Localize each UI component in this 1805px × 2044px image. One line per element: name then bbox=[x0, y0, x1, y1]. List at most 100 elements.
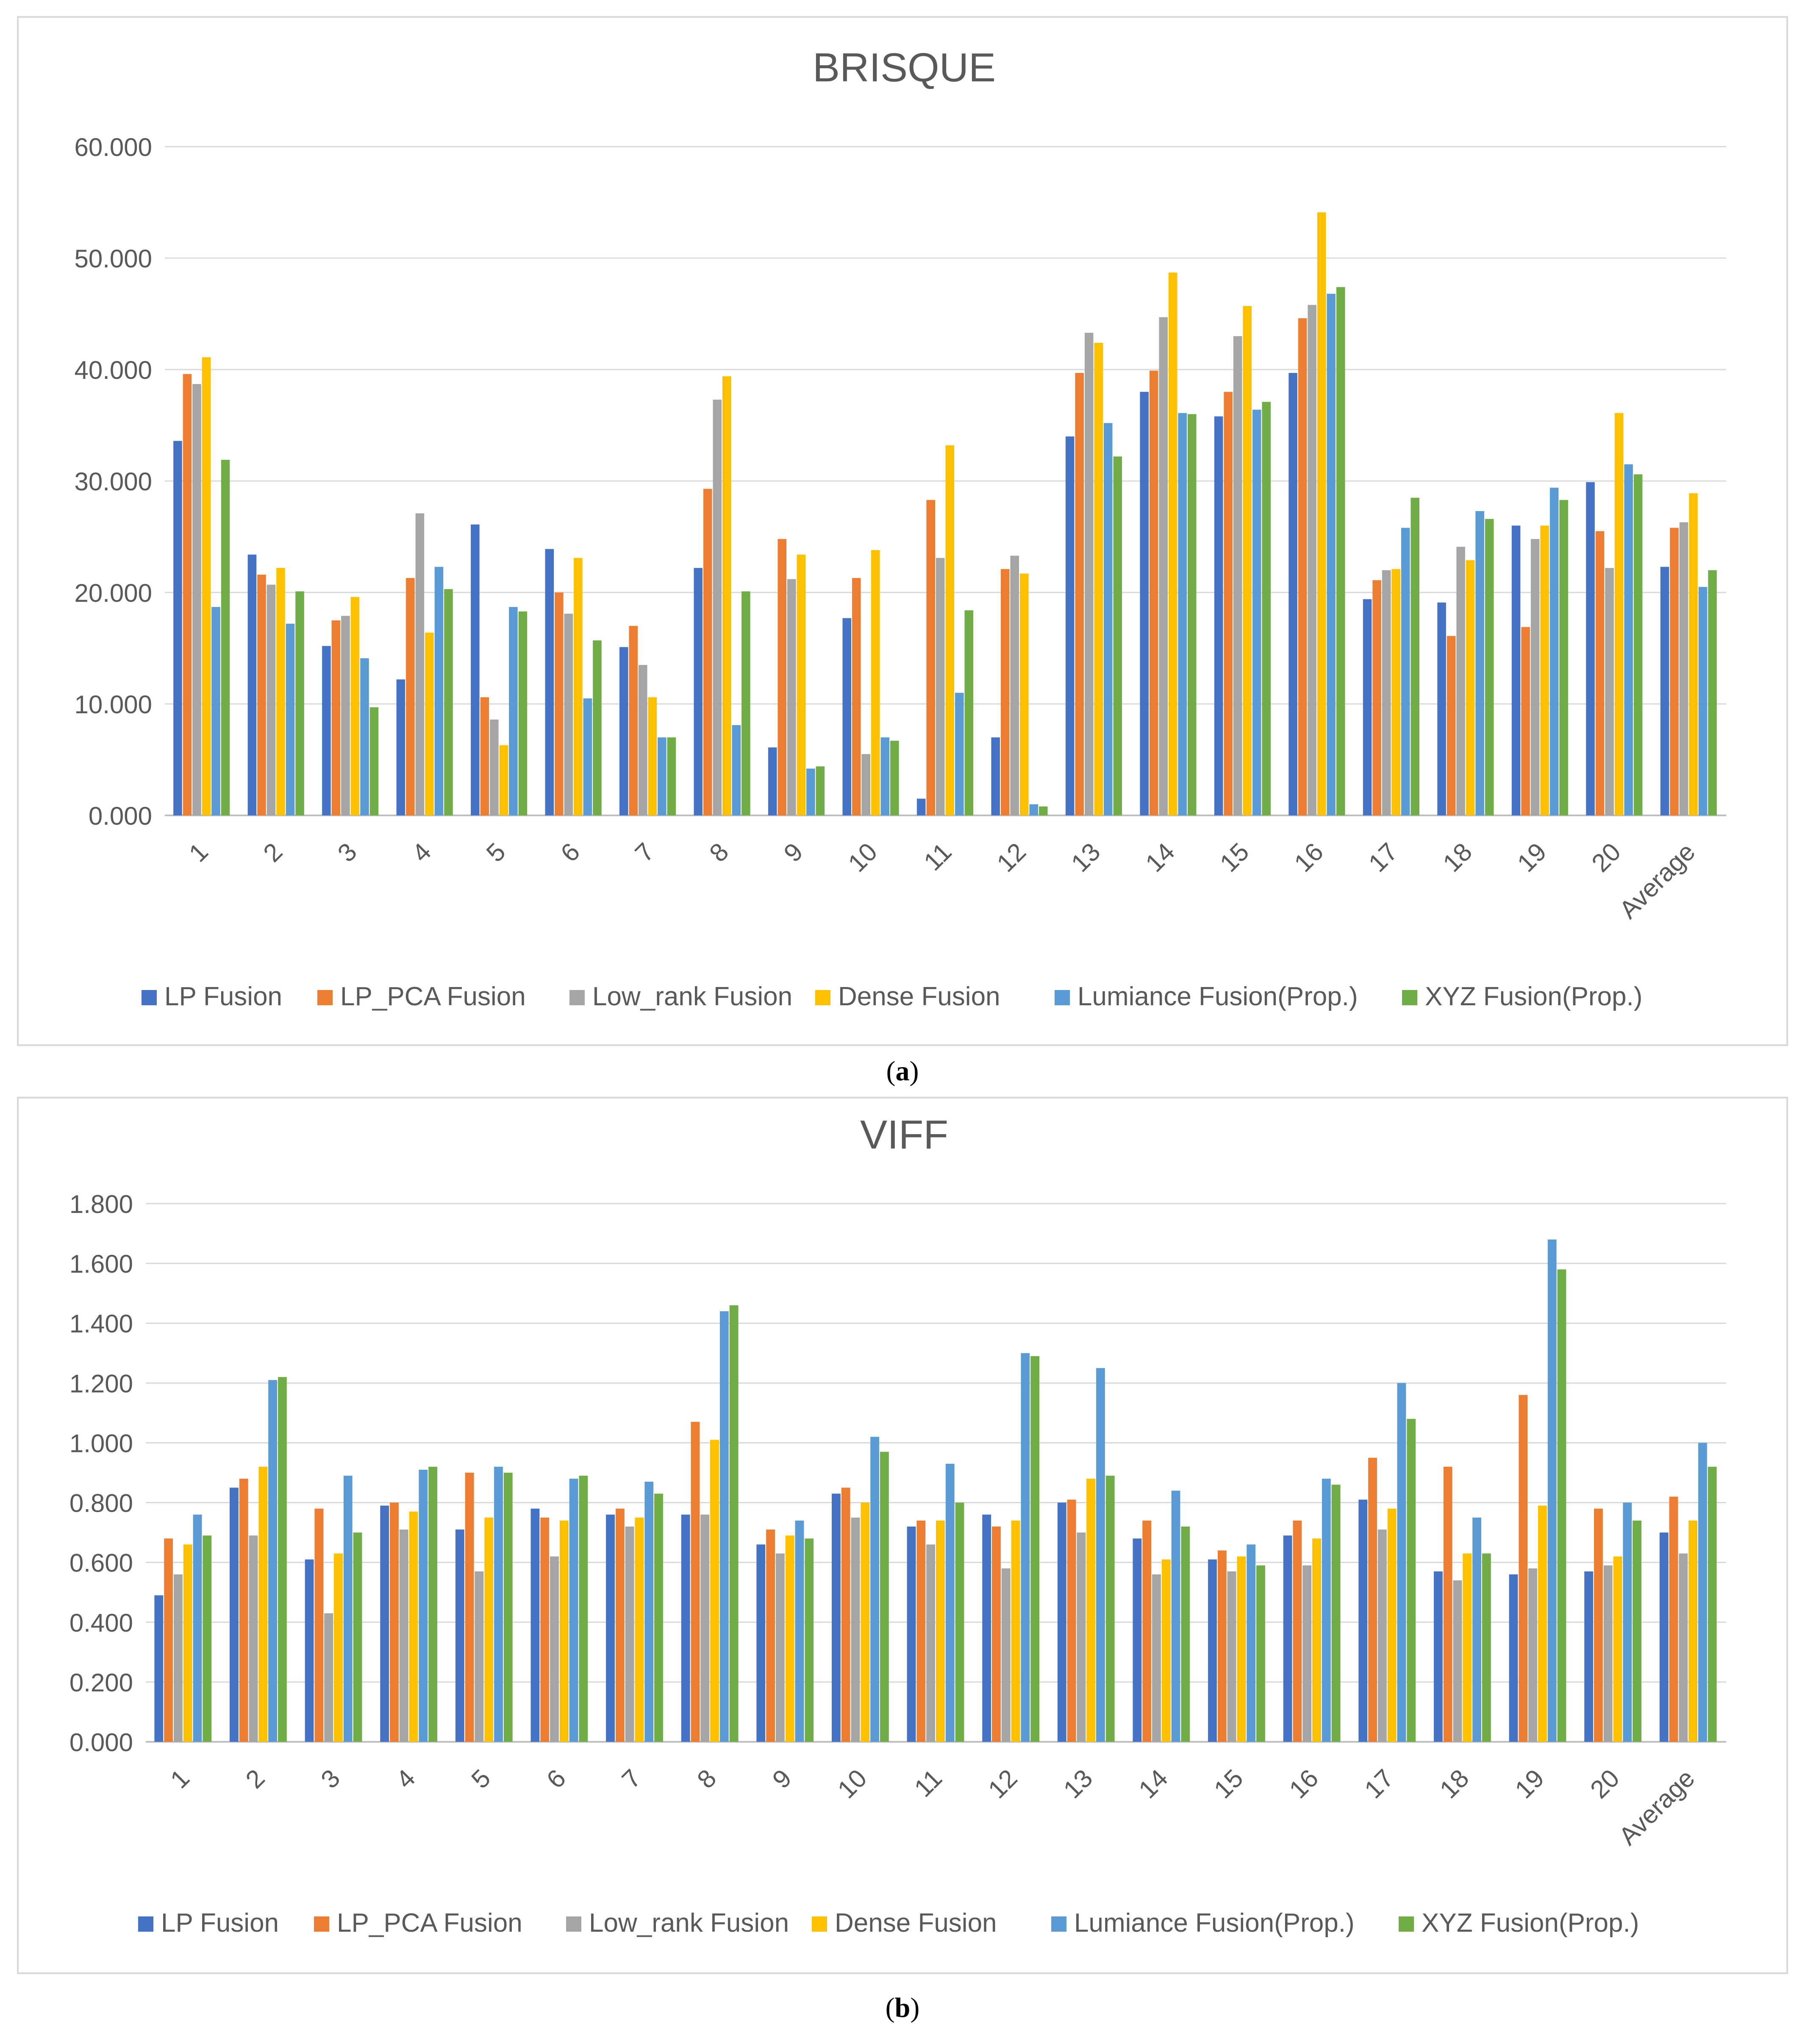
viff-bar-3-s4 bbox=[343, 1476, 353, 1742]
brisque-bar-2-s5 bbox=[295, 591, 304, 815]
brisque-bar-11-s1 bbox=[926, 500, 935, 815]
brisque-bar-19-s4 bbox=[1550, 487, 1559, 815]
viff-bar-15-s2 bbox=[1227, 1571, 1236, 1742]
viff-bar-5-s3 bbox=[484, 1517, 494, 1742]
viff-bar-9-s1 bbox=[766, 1530, 775, 1742]
brisque-legend-label-2: Low_rank Fusion bbox=[592, 982, 792, 1011]
brisque-bar-19-s3 bbox=[1540, 526, 1549, 815]
viff-bar-19-s1 bbox=[1519, 1395, 1528, 1742]
brisque-bar-17-s1 bbox=[1372, 580, 1381, 815]
viff-bar-7-s3 bbox=[635, 1517, 644, 1742]
viff-x-tick-label-7: 7 bbox=[616, 1764, 647, 1794]
brisque-bar-8-s0 bbox=[694, 568, 703, 815]
brisque-bar-11-s4 bbox=[955, 692, 964, 815]
brisque-bar-15-s0 bbox=[1214, 416, 1223, 815]
viff-bar-15-s0 bbox=[1208, 1559, 1217, 1742]
brisque-bar-5-s3 bbox=[499, 745, 508, 815]
viff-bar-10-s3 bbox=[861, 1502, 870, 1742]
viff-y-tick-label-9: 1.800 bbox=[69, 1190, 133, 1218]
brisque-bar-12-s5 bbox=[1039, 806, 1048, 815]
brisque-bar-14-s2 bbox=[1159, 317, 1168, 815]
brisque-bar-7-s5 bbox=[667, 737, 676, 815]
viff-bar-16-s5 bbox=[1331, 1485, 1341, 1742]
viff-x-tick-label-20: 20 bbox=[1585, 1764, 1625, 1804]
viff-legend-swatch-5 bbox=[1399, 1916, 1414, 1932]
viff-bar-12-s2 bbox=[1001, 1568, 1011, 1742]
viff-bar-1-s3 bbox=[183, 1544, 192, 1742]
brisque-bar-6-s0 bbox=[545, 549, 554, 815]
caption-b: (b) bbox=[885, 1992, 920, 2023]
viff-y-tick-label-0: 0.000 bbox=[69, 1728, 133, 1757]
brisque-bar-13-s1 bbox=[1075, 373, 1084, 815]
chart-panel-brisque: BRISQUE 0.000 10.000 20.000 30.000 40.000 50.0… bbox=[17, 16, 1788, 1046]
brisque-bar-1-s3 bbox=[202, 357, 211, 815]
brisque-bar-9-s1 bbox=[778, 539, 787, 815]
viff-bar-16-s1 bbox=[1293, 1520, 1302, 1742]
brisque-bar-Average-s1 bbox=[1670, 528, 1679, 815]
viff-legend-label-1: LP_PCA Fusion bbox=[337, 1908, 522, 1938]
brisque-bar-5-s4 bbox=[509, 607, 518, 815]
viff-bar-13-s0 bbox=[1057, 1502, 1066, 1742]
brisque-x-tick-label-15: 15 bbox=[1214, 837, 1255, 878]
brisque-x-tick-label-2: 2 bbox=[258, 837, 288, 868]
viff-bar-Average-s2 bbox=[1679, 1553, 1688, 1742]
brisque-x-tick-label-4: 4 bbox=[406, 837, 436, 868]
brisque-legend-label-5: XYZ Fusion(Prop.) bbox=[1425, 982, 1642, 1011]
brisque-x-tick-label-20: 20 bbox=[1586, 837, 1626, 878]
viff-legend-swatch-0 bbox=[138, 1916, 153, 1932]
brisque-bar-2-s3 bbox=[276, 568, 285, 815]
brisque-bar-11-s5 bbox=[964, 610, 974, 815]
viff-y-tick-label-7: 1.400 bbox=[69, 1310, 133, 1338]
viff-bar-4-s0 bbox=[380, 1505, 389, 1742]
viff-bar-14-s4 bbox=[1171, 1491, 1180, 1742]
viff-bar-9-s5 bbox=[805, 1538, 814, 1742]
viff-bar-3-s0 bbox=[305, 1559, 314, 1742]
brisque-bar-4-s5 bbox=[444, 589, 453, 815]
viff-x-tick-label-19: 19 bbox=[1510, 1764, 1550, 1804]
brisque-x-tick-label-6: 6 bbox=[555, 837, 585, 868]
viff-bar-19-s2 bbox=[1528, 1568, 1537, 1742]
viff-bar-13-s2 bbox=[1077, 1532, 1086, 1742]
brisque-bar-6-s2 bbox=[564, 613, 573, 815]
viff-y-tick-label-8: 1.600 bbox=[69, 1250, 133, 1278]
brisque-y-tick-label-6: 60.000 bbox=[74, 133, 152, 161]
brisque-bar-18-s5 bbox=[1485, 519, 1494, 815]
viff-legend-swatch-2 bbox=[566, 1916, 581, 1932]
viff-bar-9-s2 bbox=[775, 1553, 785, 1742]
viff-bar-11-s2 bbox=[926, 1544, 935, 1742]
brisque-bar-14-s1 bbox=[1149, 370, 1158, 815]
brisque-y-tick-label-2: 20.000 bbox=[74, 579, 152, 607]
brisque-bar-14-s0 bbox=[1140, 392, 1149, 815]
viff-bar-10-s2 bbox=[851, 1517, 860, 1742]
viff-bar-11-s1 bbox=[916, 1520, 926, 1742]
viff-bar-17-s5 bbox=[1407, 1419, 1416, 1742]
viff-bar-17-s3 bbox=[1387, 1508, 1397, 1742]
viff-bar-8-s3 bbox=[710, 1440, 719, 1742]
brisque-bar-15-s2 bbox=[1233, 336, 1242, 815]
viff-bar-14-s3 bbox=[1161, 1559, 1171, 1742]
viff-bar-10-s1 bbox=[841, 1488, 850, 1742]
brisque-x-tick-label-17: 17 bbox=[1363, 837, 1403, 878]
viff-bar-13-s1 bbox=[1067, 1499, 1076, 1742]
viff-legend-label-5: XYZ Fusion(Prop.) bbox=[1422, 1908, 1639, 1938]
viff-bar-17-s0 bbox=[1358, 1499, 1368, 1742]
brisque-bar-6-s3 bbox=[574, 558, 583, 815]
viff-bar-12-s0 bbox=[982, 1514, 991, 1742]
viff-bar-13-s3 bbox=[1086, 1479, 1096, 1742]
viff-x-tick-label-9: 9 bbox=[767, 1764, 797, 1794]
viff-x-tick-label-4: 4 bbox=[391, 1764, 421, 1794]
viff-bar-18-s2 bbox=[1453, 1580, 1462, 1742]
viff-bar-20-s3 bbox=[1613, 1556, 1622, 1742]
viff-bar-1-s4 bbox=[193, 1514, 202, 1742]
caption-a-label: a bbox=[895, 1056, 910, 1087]
viff-bar-14-s5 bbox=[1181, 1527, 1190, 1742]
viff-y-tick-label-6: 1.200 bbox=[69, 1369, 133, 1398]
viff-bar-1-s1 bbox=[164, 1538, 173, 1742]
viff-bar-20-s4 bbox=[1623, 1502, 1632, 1742]
viff-bar-2-s1 bbox=[239, 1479, 248, 1742]
viff-bar-19-s4 bbox=[1547, 1239, 1557, 1742]
brisque-bar-10-s4 bbox=[880, 737, 890, 815]
brisque-bar-20-s1 bbox=[1595, 531, 1605, 815]
brisque-x-tick-label-3: 3 bbox=[332, 837, 362, 868]
viff-bar-7-s1 bbox=[615, 1508, 625, 1742]
